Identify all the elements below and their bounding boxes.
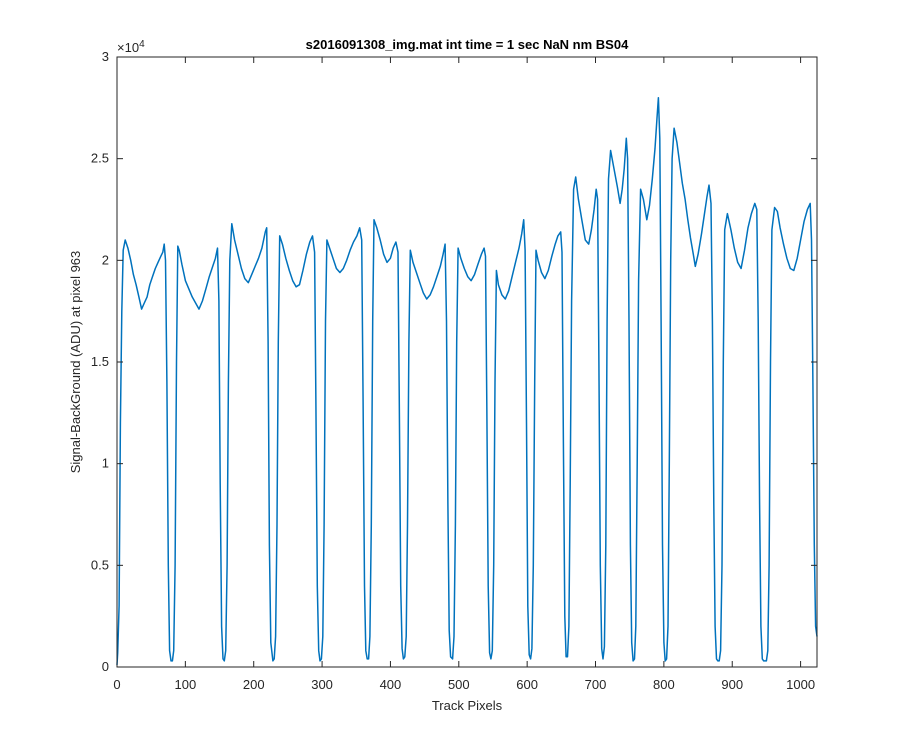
x-tick-label: 700 bbox=[585, 677, 607, 692]
y-tick-label: 0 bbox=[102, 659, 109, 674]
y-tick-label: 3 bbox=[102, 49, 109, 64]
x-tick-label: 800 bbox=[653, 677, 675, 692]
x-axis: 0 100 200 300 400 500 600 700 800 900 1000 bbox=[113, 57, 815, 692]
y-axis-label: Signal-BackGround (ADU) at pixel 963 bbox=[68, 251, 83, 474]
x-tick-label: 400 bbox=[380, 677, 402, 692]
x-tick-label: 500 bbox=[448, 677, 470, 692]
y-axis-multiplier: ×104 bbox=[117, 39, 145, 55]
y-tick-label: 2.5 bbox=[91, 151, 109, 166]
x-tick-label: 200 bbox=[243, 677, 265, 692]
y-tick-label: 0.5 bbox=[91, 557, 109, 572]
x-tick-label: 300 bbox=[311, 677, 333, 692]
y-tick-label: 1 bbox=[102, 456, 109, 471]
x-tick-label: 0 bbox=[113, 677, 120, 692]
x-tick-label: 1000 bbox=[786, 677, 815, 692]
y-multiplier-base: ×10 bbox=[117, 40, 139, 55]
series-line-0 bbox=[116, 96, 818, 666]
x-axis-label: Track Pixels bbox=[432, 698, 503, 713]
x-tick-label: 900 bbox=[721, 677, 743, 692]
x-tick-label: 100 bbox=[175, 677, 197, 692]
y-tick-label: 2 bbox=[102, 252, 109, 267]
y-axis: 0 0.5 1 1.5 2 2.5 3 bbox=[91, 49, 817, 674]
x-tick-label: 600 bbox=[516, 677, 538, 692]
plot-area bbox=[117, 57, 817, 667]
series-layer bbox=[116, 96, 818, 666]
y-multiplier-exponent: 4 bbox=[139, 39, 145, 50]
chart-title: s2016091308_img.mat int time = 1 sec NaN… bbox=[306, 37, 629, 52]
y-tick-label: 1.5 bbox=[91, 354, 109, 369]
